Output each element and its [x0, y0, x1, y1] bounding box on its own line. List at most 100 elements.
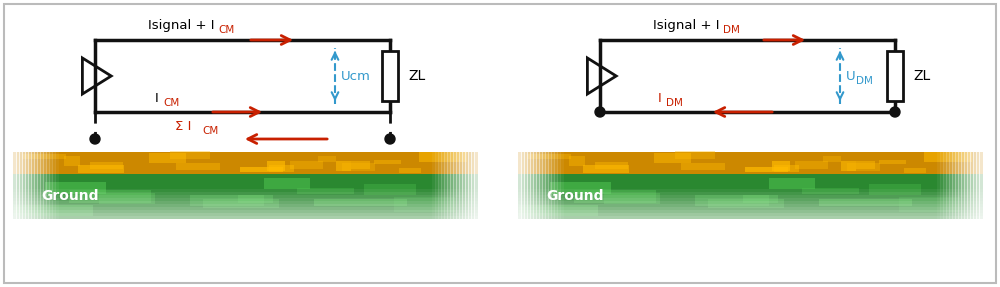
- Text: I: I: [155, 92, 159, 106]
- Bar: [743, 195, 778, 203]
- Bar: [887, 51, 903, 101]
- Bar: [949, 152, 953, 219]
- Bar: [536, 152, 540, 219]
- Bar: [745, 167, 788, 172]
- Bar: [13, 198, 478, 201]
- Bar: [13, 192, 478, 195]
- Bar: [28, 152, 32, 219]
- Bar: [955, 152, 959, 219]
- Bar: [904, 168, 926, 173]
- Bar: [78, 165, 124, 173]
- Text: I: I: [658, 92, 662, 106]
- Bar: [441, 152, 445, 219]
- Bar: [518, 152, 983, 174]
- Bar: [795, 161, 828, 169]
- Bar: [31, 152, 35, 219]
- Bar: [550, 182, 611, 194]
- Bar: [973, 152, 977, 219]
- Bar: [518, 152, 522, 219]
- Bar: [13, 152, 17, 219]
- Bar: [595, 162, 628, 169]
- Bar: [964, 152, 968, 219]
- Bar: [527, 154, 571, 159]
- Circle shape: [90, 134, 100, 144]
- Bar: [49, 152, 53, 219]
- Bar: [518, 174, 983, 219]
- Bar: [456, 152, 460, 219]
- Bar: [13, 213, 478, 216]
- Text: CM: CM: [218, 25, 234, 35]
- Bar: [869, 184, 921, 195]
- Bar: [240, 167, 283, 172]
- Bar: [518, 207, 983, 210]
- Bar: [13, 189, 478, 192]
- Circle shape: [890, 107, 900, 117]
- Bar: [518, 210, 983, 213]
- Bar: [432, 152, 436, 219]
- Bar: [518, 204, 983, 207]
- Bar: [574, 190, 656, 203]
- Text: DM: DM: [856, 76, 873, 86]
- Bar: [13, 204, 478, 207]
- Bar: [695, 195, 769, 205]
- Bar: [90, 162, 123, 169]
- Text: Σ I: Σ I: [175, 121, 191, 133]
- Bar: [940, 152, 944, 219]
- Bar: [551, 152, 555, 219]
- Bar: [548, 152, 552, 219]
- Bar: [13, 216, 478, 219]
- Text: Ground: Ground: [41, 189, 98, 203]
- Text: Isignal + I: Isignal + I: [653, 20, 720, 32]
- Bar: [823, 156, 841, 162]
- Text: ZL: ZL: [913, 69, 930, 83]
- Bar: [554, 152, 558, 219]
- Bar: [13, 201, 478, 204]
- Bar: [399, 168, 421, 173]
- Bar: [264, 178, 310, 189]
- Bar: [16, 152, 20, 219]
- Bar: [40, 152, 44, 219]
- Text: Ground: Ground: [546, 189, 604, 203]
- Bar: [583, 165, 629, 173]
- Bar: [847, 163, 880, 171]
- Bar: [970, 152, 974, 219]
- Bar: [314, 199, 407, 206]
- Bar: [708, 199, 784, 208]
- Bar: [364, 184, 416, 195]
- Bar: [13, 207, 478, 210]
- Bar: [527, 152, 531, 219]
- Bar: [269, 165, 294, 172]
- Bar: [46, 152, 50, 219]
- Bar: [336, 161, 351, 171]
- Bar: [69, 190, 151, 203]
- Bar: [769, 178, 815, 189]
- Bar: [604, 193, 660, 203]
- Bar: [967, 152, 971, 219]
- Bar: [468, 152, 472, 219]
- Bar: [946, 152, 950, 219]
- Bar: [43, 152, 47, 219]
- Bar: [539, 152, 543, 219]
- Bar: [518, 195, 983, 198]
- Bar: [976, 152, 980, 219]
- Bar: [25, 152, 29, 219]
- Bar: [374, 160, 401, 164]
- Bar: [654, 153, 691, 163]
- Bar: [542, 152, 546, 219]
- Bar: [899, 197, 960, 212]
- Bar: [462, 152, 466, 219]
- Bar: [55, 152, 59, 219]
- Text: Ucm: Ucm: [341, 69, 371, 82]
- Bar: [450, 152, 454, 219]
- Bar: [518, 192, 983, 195]
- Bar: [952, 152, 956, 219]
- Bar: [22, 152, 26, 219]
- Bar: [856, 160, 875, 169]
- Bar: [545, 152, 549, 219]
- Bar: [447, 152, 451, 219]
- Bar: [518, 201, 983, 204]
- Bar: [64, 156, 80, 166]
- Bar: [557, 152, 561, 219]
- Bar: [518, 213, 983, 216]
- Bar: [382, 51, 398, 101]
